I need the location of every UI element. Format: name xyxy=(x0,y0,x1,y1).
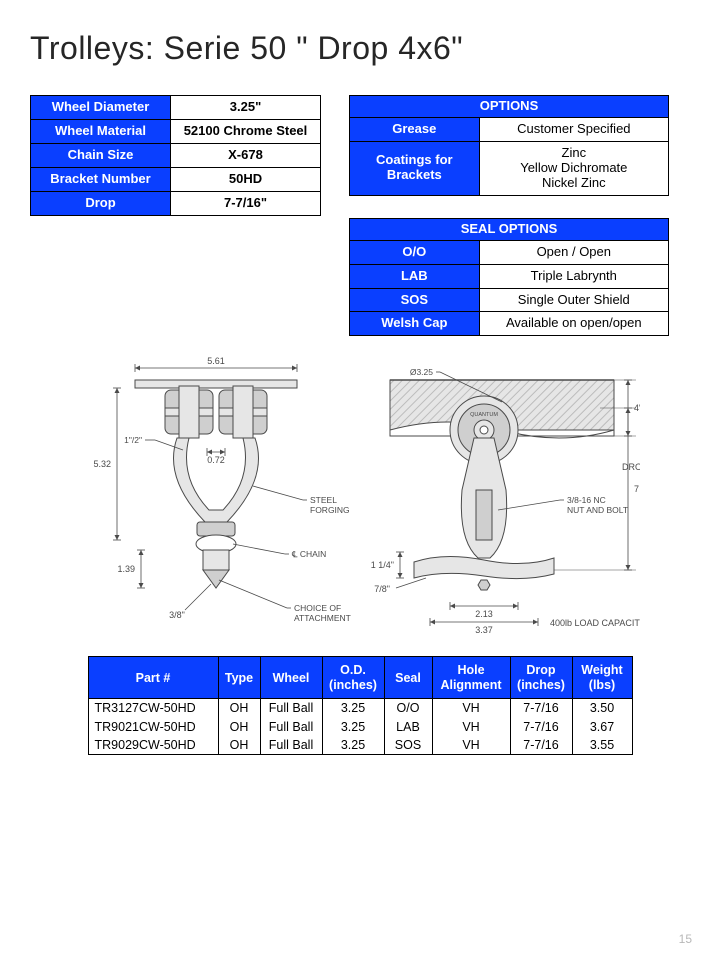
svg-text:7/8": 7/8" xyxy=(374,584,390,594)
svg-text:1.39: 1.39 xyxy=(117,564,135,574)
parts-col-header: Drop(inches) xyxy=(510,657,572,699)
option-value: Zinc Yellow Dichromate Nickel Zinc xyxy=(479,141,668,195)
parts-col-header: Part # xyxy=(88,657,218,699)
parts-cell: TR9029CW-50HD xyxy=(88,736,218,755)
spec-label: Wheel Material xyxy=(31,119,171,143)
seal-value: Open / Open xyxy=(479,240,668,264)
parts-cell: TR3127CW-50HD xyxy=(88,699,218,718)
svg-text:STEEL: STEEL xyxy=(310,495,337,505)
svg-text:7 7/16": 7 7/16" xyxy=(634,484,640,494)
parts-cell: Full Ball xyxy=(260,736,322,755)
spec-label: Bracket Number xyxy=(31,167,171,191)
parts-col-header: Weight(lbs) xyxy=(572,657,632,699)
svg-text:QUANTUM: QUANTUM xyxy=(470,412,498,418)
seal-value: Single Outer Shield xyxy=(479,288,668,312)
seal-label: O/O xyxy=(350,240,480,264)
parts-col-header: Seal xyxy=(384,657,432,699)
parts-col-header: O.D.(inches) xyxy=(322,657,384,699)
page-title: Trolleys: Serie 50 " Drop 4x6" xyxy=(30,30,690,67)
parts-cell: OH xyxy=(218,699,260,718)
seal-value: Available on open/open xyxy=(479,312,668,336)
spec-value: 52100 Chrome Steel xyxy=(171,119,321,143)
parts-cell: 3.25 xyxy=(322,736,384,755)
svg-text:5.32: 5.32 xyxy=(93,459,111,469)
page-number: 15 xyxy=(679,932,692,946)
engineering-diagram: 5.61 0.72 5.32 1"/2" 1.39 3/8" STEELFORGING ℄ C… xyxy=(30,354,690,636)
spec-value: 50HD xyxy=(171,167,321,191)
parts-cell: VH xyxy=(432,699,510,718)
option-label: Grease xyxy=(350,117,480,141)
svg-text:DROP: DROP xyxy=(622,462,640,472)
parts-cell: VH xyxy=(432,718,510,736)
parts-cell: 3.55 xyxy=(572,736,632,755)
parts-cell: TR9021CW-50HD xyxy=(88,718,218,736)
parts-table: Part #TypeWheelO.D.(inches)SealHole Alig… xyxy=(88,656,633,755)
parts-cell: 3.25 xyxy=(322,718,384,736)
parts-cell: 3.67 xyxy=(572,718,632,736)
parts-cell: VH xyxy=(432,736,510,755)
svg-text:1"/2": 1"/2" xyxy=(124,435,142,445)
spec-label: Chain Size xyxy=(31,143,171,167)
svg-text:CHOICE OF: CHOICE OF xyxy=(294,603,341,613)
spec-label: Wheel Diameter xyxy=(31,96,171,120)
seal-label: SOS xyxy=(350,288,480,312)
svg-text:3/8": 3/8" xyxy=(169,610,185,620)
svg-text:400lb LOAD CAPACITY: 400lb LOAD CAPACITY xyxy=(550,618,640,628)
spec-value: 7-7/16" xyxy=(171,191,321,215)
parts-cell: OH xyxy=(218,718,260,736)
svg-text:1 1/4": 1 1/4" xyxy=(371,560,394,570)
seal-label: LAB xyxy=(350,264,480,288)
svg-text:3.37: 3.37 xyxy=(475,625,493,635)
option-label: Coatings for Brackets xyxy=(350,141,480,195)
spec-table: Wheel Diameter3.25"Wheel Material52100 C… xyxy=(30,95,321,216)
parts-cell: Full Ball xyxy=(260,699,322,718)
parts-cell: 7-7/16 xyxy=(510,736,572,755)
option-value: Customer Specified xyxy=(479,117,668,141)
seal-label: Welsh Cap xyxy=(350,312,480,336)
seal-options-table: SEAL OPTIONS O/OOpen / OpenLABTriple Lab… xyxy=(349,218,669,337)
parts-cell: Full Ball xyxy=(260,718,322,736)
svg-text:FORGING: FORGING xyxy=(310,505,350,515)
parts-cell: OH xyxy=(218,736,260,755)
parts-col-header: Wheel xyxy=(260,657,322,699)
parts-cell: 3.50 xyxy=(572,699,632,718)
svg-text:5.61: 5.61 xyxy=(207,356,225,366)
parts-col-header: Hole Alignment xyxy=(432,657,510,699)
parts-cell: 7-7/16 xyxy=(510,718,572,736)
svg-text:3/8-16 NC: 3/8-16 NC xyxy=(567,495,606,505)
svg-text:NUT AND BOLT: NUT AND BOLT xyxy=(567,505,628,515)
parts-cell: 3.25 xyxy=(322,699,384,718)
parts-cell: 7-7/16 xyxy=(510,699,572,718)
options-table: OPTIONS GreaseCustomer SpecifiedCoatings… xyxy=(349,95,669,196)
parts-cell: SOS xyxy=(384,736,432,755)
parts-cell: LAB xyxy=(384,718,432,736)
seal-value: Triple Labrynth xyxy=(479,264,668,288)
spec-value: X-678 xyxy=(171,143,321,167)
spec-label: Drop xyxy=(31,191,171,215)
svg-text:0.72: 0.72 xyxy=(207,455,225,465)
svg-text:ATTACHMENT: ATTACHMENT xyxy=(294,613,351,623)
svg-text:℄ CHAIN: ℄ CHAIN xyxy=(291,549,326,559)
options-title: OPTIONS xyxy=(350,96,669,118)
svg-text:2.13: 2.13 xyxy=(475,609,493,619)
svg-text:Ø3.25: Ø3.25 xyxy=(410,367,433,377)
spec-value: 3.25" xyxy=(171,96,321,120)
seal-options-title: SEAL OPTIONS xyxy=(350,218,669,240)
parts-cell: O/O xyxy=(384,699,432,718)
parts-col-header: Type xyxy=(218,657,260,699)
